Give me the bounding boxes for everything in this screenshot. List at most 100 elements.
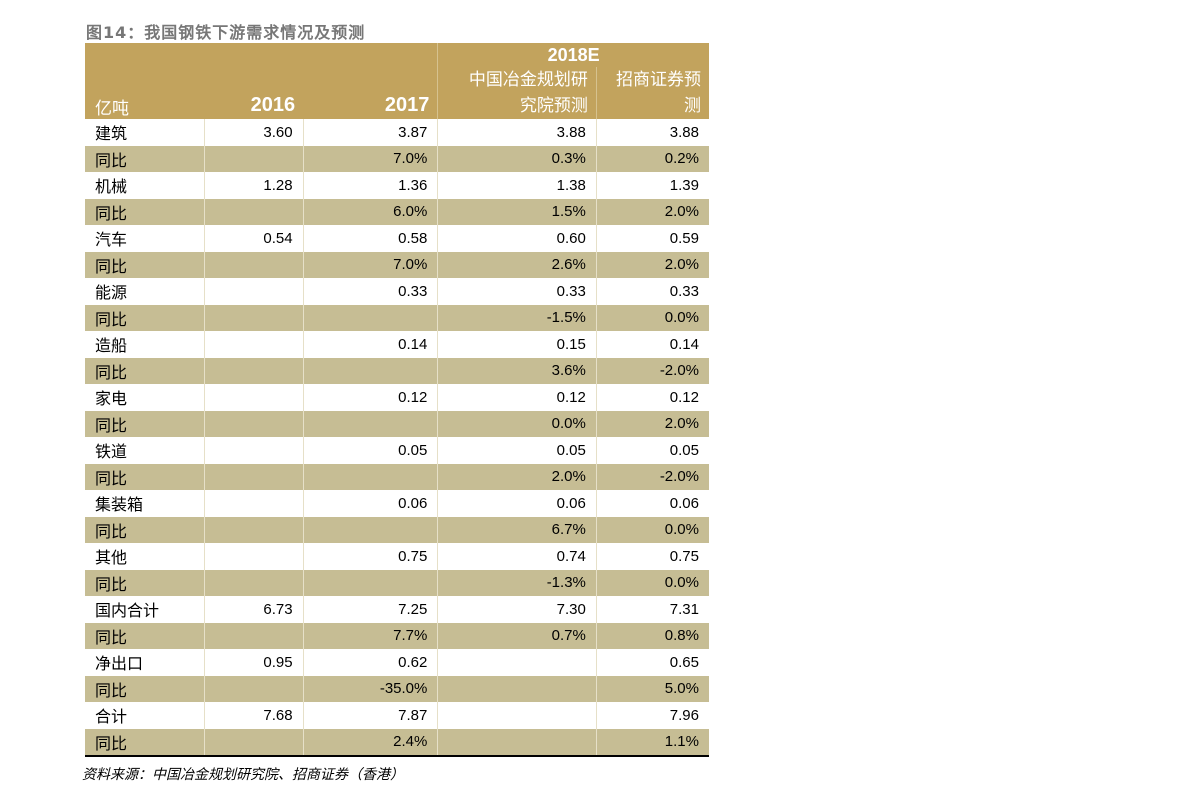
table-cell: 0.59 <box>595 225 709 252</box>
table-cell: 0.2% <box>595 145 709 172</box>
table-cell <box>302 357 438 384</box>
table-cell: 3.87 <box>302 119 438 146</box>
table-cell: 1.5% <box>437 198 597 225</box>
table-cell: 0.06 <box>595 490 709 517</box>
row-label: 同比 <box>85 145 205 172</box>
table-cell: 3.60 <box>203 119 304 146</box>
table-cell: 6.7% <box>437 516 597 543</box>
table-cell: 0.75 <box>302 543 438 570</box>
row-label: 同比 <box>85 463 205 490</box>
row-label: 汽车 <box>95 230 128 250</box>
table-cell: 6.73 <box>203 596 304 623</box>
row-label: 家电 <box>95 389 128 409</box>
table-cell <box>302 304 438 331</box>
row-label: 集装箱 <box>95 495 144 515</box>
table-cell: 7.0% <box>302 145 438 172</box>
table-row: 其他 0.75 0.74 0.75 <box>85 543 709 570</box>
table-cell <box>437 728 597 757</box>
table-cell: 1.39 <box>595 172 709 199</box>
table-cell <box>302 569 438 596</box>
table-cell: -1.5% <box>437 304 597 331</box>
row-label: 能源 <box>95 283 128 303</box>
table-cell: 0.75 <box>595 543 709 570</box>
table-row: 同比 3.6% -2.0% <box>85 357 709 384</box>
table-cell <box>203 278 304 305</box>
table-row: 同比 -1.3% 0.0% <box>85 569 709 596</box>
table-cell: 0.06 <box>302 490 438 517</box>
row-label: 同比 <box>85 198 205 225</box>
table-cell: 0.12 <box>437 384 597 411</box>
table-cell: 0.12 <box>595 384 709 411</box>
table-cell: 2.0% <box>595 251 709 278</box>
table-cell <box>203 384 304 411</box>
table-cell: 3.6% <box>437 357 597 384</box>
table-row: 同比 2.4% 1.1% <box>85 728 709 757</box>
row-label: 铁道 <box>95 442 128 462</box>
table-row: 净出口 0.95 0.62 0.65 <box>85 649 709 676</box>
table-cell: 0.05 <box>595 437 709 464</box>
row-label: 同比 <box>85 728 205 757</box>
table-cell <box>302 516 438 543</box>
table-row: 合计 7.68 7.87 7.96 <box>85 702 709 729</box>
table-cell: 1.28 <box>203 172 304 199</box>
table-row: 汽车 0.54 0.58 0.60 0.59 <box>85 225 709 252</box>
header-2016: 2016 <box>204 43 304 119</box>
table-cell <box>203 622 304 649</box>
table-cell <box>203 251 304 278</box>
table-cell: 0.3% <box>437 145 597 172</box>
table-cell: 1.38 <box>437 172 597 199</box>
table-cell: -1.3% <box>437 569 597 596</box>
table-cell: 0.7% <box>437 622 597 649</box>
row-label: 同比 <box>85 410 205 437</box>
table-cell: 0.95 <box>203 649 304 676</box>
table-cell: 3.88 <box>437 119 597 146</box>
table-cell: 7.7% <box>302 622 438 649</box>
table-cell: 0.60 <box>437 225 597 252</box>
table-row: 能源 0.33 0.33 0.33 <box>85 278 709 305</box>
table-row: 同比 6.7% 0.0% <box>85 516 709 543</box>
table-cell: 0.0% <box>595 569 709 596</box>
table-row: 集装箱 0.06 0.06 0.06 <box>85 490 709 517</box>
table-cell: 0.0% <box>595 304 709 331</box>
table-cell: 7.30 <box>437 596 597 623</box>
table-cell <box>203 516 304 543</box>
table-cell: 0.54 <box>203 225 304 252</box>
row-label: 同比 <box>85 516 205 543</box>
table-cell: 1.36 <box>302 172 438 199</box>
table-row: 同比 7.0% 2.6% 2.0% <box>85 251 709 278</box>
table-cell <box>437 675 597 702</box>
table-cell <box>203 569 304 596</box>
table-cell: 2.0% <box>437 463 597 490</box>
table-cell <box>302 410 438 437</box>
table-cell <box>203 463 304 490</box>
table-cell: 0.05 <box>437 437 597 464</box>
table-row: 同比 -35.0% 5.0% <box>85 675 709 702</box>
table-cell <box>437 649 597 676</box>
table-cell <box>203 331 304 358</box>
table-row: 建筑 3.60 3.87 3.88 3.88 <box>85 119 709 146</box>
unit-header: 亿吨 <box>85 43 205 119</box>
table-cell: 1.1% <box>595 728 709 757</box>
header-2017: 2017 <box>303 43 438 119</box>
table-cell <box>203 145 304 172</box>
table-row: 同比 -1.5% 0.0% <box>85 304 709 331</box>
table-cell: 7.31 <box>595 596 709 623</box>
table-cell: 0.58 <box>302 225 438 252</box>
table-row: 同比 0.0% 2.0% <box>85 410 709 437</box>
table-cell <box>203 304 304 331</box>
row-label: 机械 <box>95 177 128 197</box>
table-row: 国内合计 6.73 7.25 7.30 7.31 <box>85 596 709 623</box>
row-label: 国内合计 <box>95 601 160 621</box>
table-cell <box>302 463 438 490</box>
table-cell: 2.4% <box>302 728 438 757</box>
row-label: 同比 <box>85 304 205 331</box>
row-label: 其他 <box>95 548 128 568</box>
table-row: 同比 7.0% 0.3% 0.2% <box>85 145 709 172</box>
table-cell: 7.25 <box>302 596 438 623</box>
header-2018e: 2018E <box>437 43 709 67</box>
table-cell: 7.0% <box>302 251 438 278</box>
header-cmi-forecast: 中国冶金规划研究院预测 <box>468 70 588 116</box>
table-cell: 0.33 <box>302 278 438 305</box>
table-cell: 0.15 <box>437 331 597 358</box>
row-label: 合计 <box>95 707 128 727</box>
